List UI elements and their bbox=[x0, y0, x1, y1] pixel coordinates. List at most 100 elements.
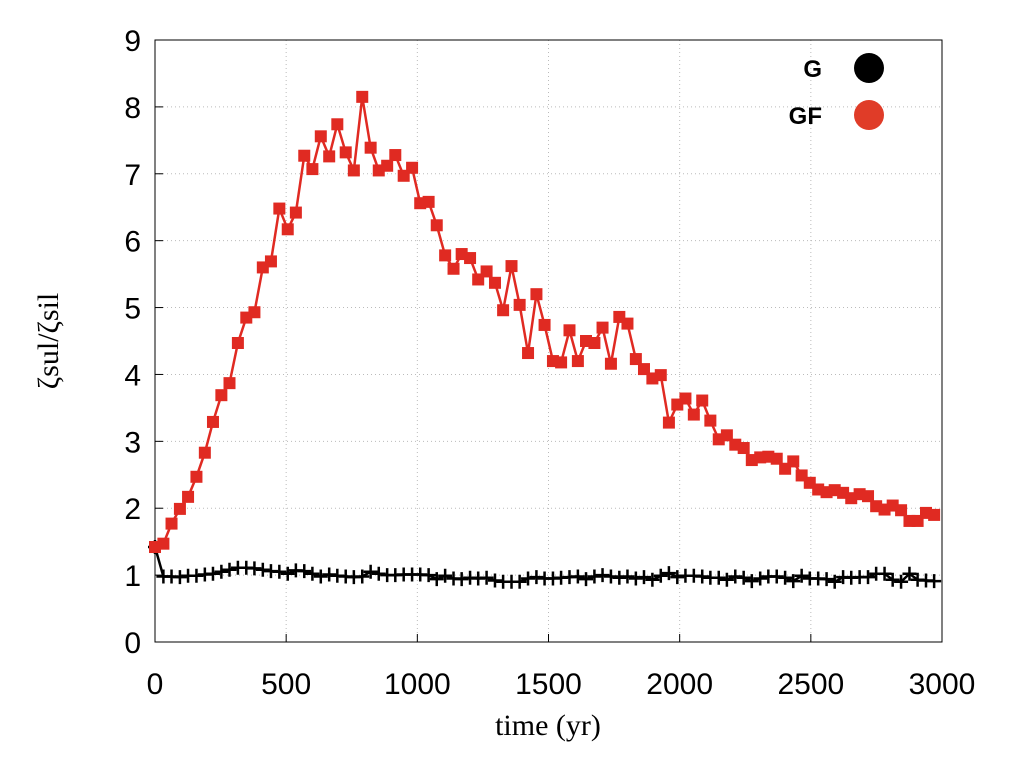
marker bbox=[487, 573, 502, 588]
marker bbox=[355, 569, 370, 584]
marker bbox=[620, 569, 635, 584]
marker bbox=[661, 566, 676, 581]
marker bbox=[753, 571, 768, 586]
marker bbox=[538, 318, 551, 331]
marker bbox=[636, 570, 651, 585]
marker bbox=[298, 149, 311, 162]
marker bbox=[454, 572, 469, 587]
marker bbox=[214, 564, 229, 579]
marker bbox=[827, 574, 842, 589]
legend-label: G bbox=[803, 56, 822, 83]
x-axis-label: time (yr) bbox=[495, 709, 601, 742]
marker bbox=[769, 569, 784, 584]
marker bbox=[555, 356, 568, 369]
legend-marker bbox=[854, 100, 884, 130]
marker bbox=[653, 568, 668, 583]
marker bbox=[621, 317, 634, 330]
marker bbox=[422, 195, 435, 208]
marker bbox=[588, 337, 601, 350]
marker bbox=[231, 337, 244, 350]
y-tick-label: 1 bbox=[124, 560, 141, 593]
x-tick-label: 0 bbox=[147, 668, 164, 701]
marker bbox=[736, 570, 751, 585]
marker bbox=[596, 321, 609, 334]
marker bbox=[205, 566, 220, 581]
x-tick-label: 1500 bbox=[515, 668, 582, 701]
marker bbox=[157, 537, 170, 550]
marker bbox=[339, 146, 352, 159]
marker bbox=[612, 570, 627, 585]
marker bbox=[770, 452, 783, 465]
marker bbox=[247, 561, 262, 576]
marker bbox=[628, 571, 643, 586]
marker bbox=[248, 306, 261, 319]
marker bbox=[687, 408, 700, 421]
marker bbox=[737, 442, 750, 455]
marker bbox=[719, 572, 734, 587]
y-tick-label: 6 bbox=[124, 226, 141, 259]
marker bbox=[182, 490, 195, 503]
marker bbox=[522, 347, 535, 360]
marker bbox=[645, 572, 660, 587]
marker bbox=[579, 572, 594, 587]
marker bbox=[322, 567, 337, 582]
marker bbox=[563, 324, 576, 337]
plot-frame bbox=[154, 39, 943, 643]
marker bbox=[696, 394, 709, 407]
y-axis-label: ζsul/ζsil bbox=[32, 293, 65, 390]
marker bbox=[604, 357, 617, 370]
marker bbox=[654, 369, 667, 382]
y-tick-label: 5 bbox=[124, 293, 141, 326]
y-tick-label: 3 bbox=[124, 426, 141, 459]
x-tick-label: 3000 bbox=[909, 668, 976, 701]
marker bbox=[371, 566, 386, 581]
marker bbox=[347, 164, 360, 177]
marker bbox=[794, 568, 809, 583]
marker bbox=[314, 130, 327, 143]
marker bbox=[189, 568, 204, 583]
marker bbox=[529, 570, 544, 585]
marker bbox=[430, 219, 443, 232]
marker bbox=[744, 574, 759, 589]
marker bbox=[165, 517, 178, 530]
marker bbox=[571, 355, 584, 368]
marker bbox=[513, 298, 526, 311]
marker bbox=[281, 223, 294, 236]
marker bbox=[429, 572, 444, 587]
marker bbox=[438, 568, 453, 583]
y-tick-label: 9 bbox=[124, 25, 141, 58]
x-tick-label: 500 bbox=[261, 668, 311, 701]
x-tick-label: 2500 bbox=[777, 668, 844, 701]
marker bbox=[894, 574, 909, 589]
marker bbox=[927, 574, 942, 589]
y-tick-label: 0 bbox=[124, 627, 141, 660]
marker bbox=[877, 566, 892, 581]
marker bbox=[305, 566, 320, 581]
marker bbox=[313, 569, 328, 584]
marker bbox=[206, 415, 219, 428]
marker bbox=[198, 446, 211, 459]
marker bbox=[530, 288, 543, 301]
marker bbox=[670, 570, 685, 585]
marker bbox=[389, 149, 402, 162]
marker bbox=[273, 202, 286, 215]
marker bbox=[512, 574, 527, 589]
marker bbox=[364, 141, 377, 154]
marker bbox=[439, 249, 452, 262]
marker bbox=[421, 568, 436, 583]
marker bbox=[629, 353, 642, 366]
x-tick-label: 2000 bbox=[646, 668, 713, 701]
marker bbox=[264, 255, 277, 268]
marker bbox=[637, 363, 650, 376]
marker bbox=[172, 570, 187, 585]
y-tick-label: 8 bbox=[124, 92, 141, 125]
marker bbox=[381, 159, 394, 172]
marker bbox=[297, 564, 312, 579]
marker bbox=[662, 416, 675, 429]
marker bbox=[595, 568, 610, 583]
marker bbox=[778, 570, 793, 585]
marker bbox=[787, 455, 800, 468]
marker bbox=[190, 470, 203, 483]
marker bbox=[679, 392, 692, 405]
marker bbox=[215, 389, 228, 402]
